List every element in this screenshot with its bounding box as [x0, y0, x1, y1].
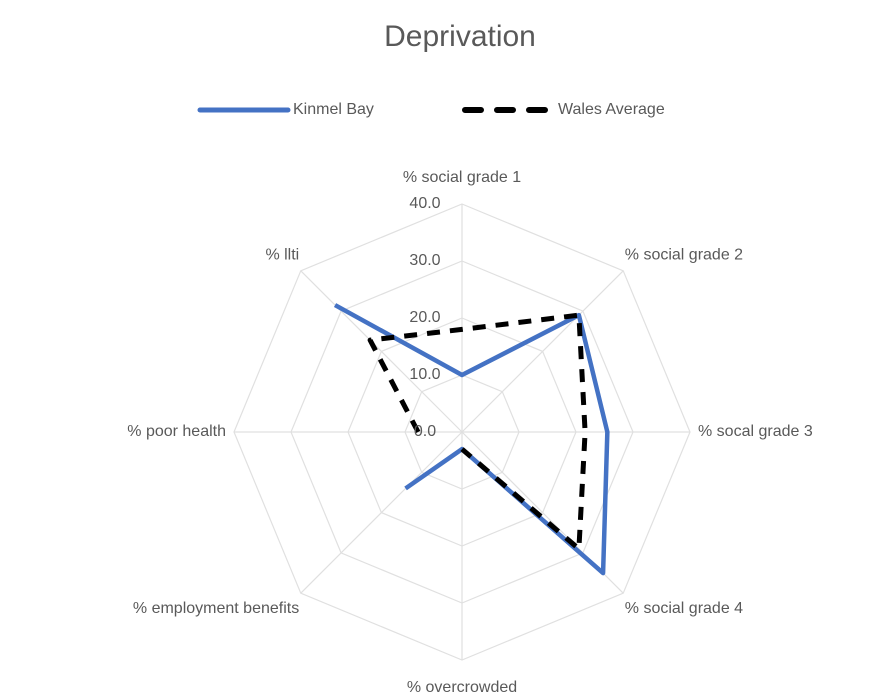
axis-line	[300, 431, 463, 594]
category-label: % social grade 4	[625, 600, 743, 617]
legend-label: Kinmel Bay	[293, 101, 374, 118]
legend-label: Wales Average	[558, 101, 665, 118]
category-label: % employment benefits	[133, 600, 299, 617]
chart-title: Deprivation	[384, 20, 536, 53]
y-tick-label: 0.0	[414, 423, 436, 440]
category-label: % overcrowded	[407, 679, 517, 696]
y-tick-label: 40.0	[409, 195, 440, 212]
y-tick-label: 20.0	[409, 309, 440, 326]
series-line	[367, 312, 588, 552]
axis-line	[300, 270, 463, 433]
category-label: % llti	[265, 246, 299, 263]
category-label: % poor health	[127, 423, 226, 440]
category-label: % social grade 1	[403, 169, 521, 186]
category-label: % social grade 2	[625, 246, 743, 263]
category-label: % socal grade 3	[698, 423, 813, 440]
axis-line	[461, 270, 624, 433]
y-tick-label: 30.0	[409, 252, 440, 269]
y-tick-label: 10.0	[409, 366, 440, 383]
